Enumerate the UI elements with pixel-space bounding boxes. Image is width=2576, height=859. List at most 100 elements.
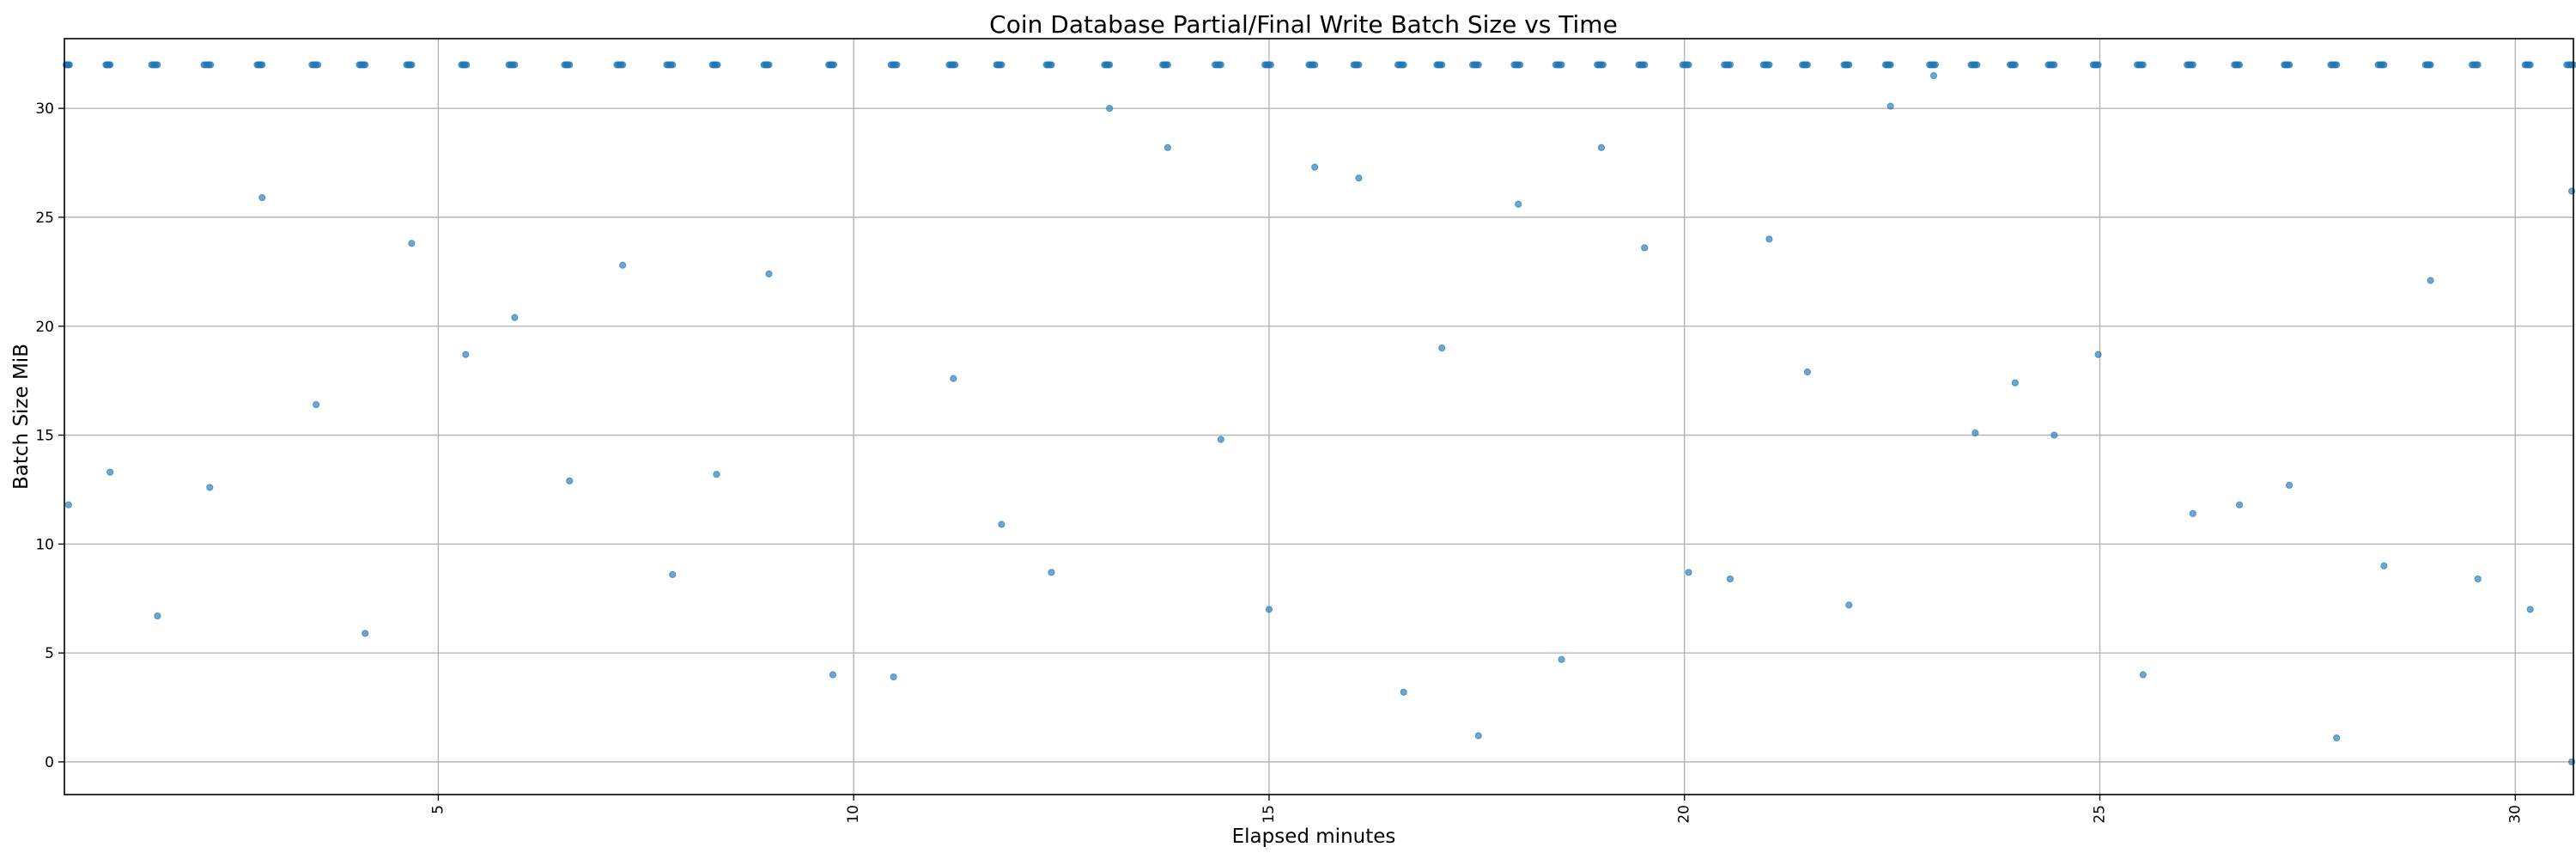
data-point-full xyxy=(951,61,959,69)
data-point-full xyxy=(1765,61,1773,69)
data-point-partial xyxy=(1803,368,1812,376)
data-point-partial xyxy=(1886,102,1894,110)
data-point-partial xyxy=(1726,575,1735,583)
y-tick-label: 20 xyxy=(35,319,54,336)
data-point-full xyxy=(2050,61,2058,69)
data-point-partial xyxy=(206,484,214,491)
data-point-full xyxy=(1641,61,1649,69)
data-point-partial xyxy=(890,673,897,681)
data-point-partial xyxy=(1400,688,1407,696)
data-point-full xyxy=(1163,61,1172,69)
data-point-full xyxy=(1355,61,1363,69)
data-point-partial xyxy=(998,521,1005,528)
y-tick-label: 25 xyxy=(35,210,54,227)
data-point-partial xyxy=(2474,575,2482,583)
data-point-partial xyxy=(1355,174,1363,182)
data-point-full xyxy=(511,61,519,69)
data-point-partial xyxy=(2189,509,2196,517)
data-point-partial xyxy=(511,314,519,321)
data-point-full xyxy=(998,61,1005,69)
x-tick-label: 30 xyxy=(2506,805,2524,824)
data-point-partial xyxy=(2285,481,2293,489)
data-point-full xyxy=(361,61,369,69)
data-point-partial xyxy=(950,375,957,382)
x-axis-label: Elapsed minutes xyxy=(1232,825,1396,848)
data-point-partial xyxy=(1558,655,1565,663)
data-point-full xyxy=(2139,61,2147,69)
data-point-full xyxy=(1886,61,1894,69)
data-point-full xyxy=(1803,61,1812,69)
data-point-partial xyxy=(361,630,369,637)
data-point-partial xyxy=(1971,429,1979,437)
data-point-full xyxy=(65,61,73,69)
data-point-partial xyxy=(829,671,837,679)
data-point-full xyxy=(314,61,322,69)
y-tick-label: 0 xyxy=(45,754,54,771)
data-point-full xyxy=(1048,61,1055,69)
data-point-partial xyxy=(1163,143,1172,151)
data-point-partial xyxy=(2094,350,2102,358)
data-point-full xyxy=(1685,61,1692,69)
data-point-partial xyxy=(1765,235,1773,243)
data-point-partial xyxy=(2050,431,2058,439)
data-point-full xyxy=(714,61,721,69)
data-point-partial xyxy=(2333,734,2341,742)
data-point-partial xyxy=(2427,277,2434,284)
data-point-full xyxy=(1558,61,1565,69)
data-point-partial xyxy=(313,400,320,409)
data-point-full xyxy=(1726,61,1735,69)
data-points xyxy=(62,61,2576,766)
data-point-partial xyxy=(669,570,677,578)
axis-ticks: 5 10 15 20 25 30 0 5 10 15 20 25 30 xyxy=(35,101,2524,823)
data-point-full xyxy=(2380,61,2388,69)
plot-frame xyxy=(64,38,2574,795)
data-point-full xyxy=(1973,61,1981,69)
data-point-full xyxy=(1400,61,1407,69)
grid xyxy=(64,39,2573,795)
x-tick-label: 10 xyxy=(845,805,862,824)
chart-title: Coin Database Partial/Final Write Batch … xyxy=(989,10,1618,39)
data-point-full xyxy=(1217,61,1224,69)
x-tick-label: 5 xyxy=(429,805,447,814)
data-point-partial xyxy=(566,477,574,484)
data-point-partial xyxy=(462,350,470,358)
data-point-full xyxy=(566,61,574,69)
data-point-full xyxy=(258,61,266,69)
data-point-full xyxy=(2526,61,2534,69)
data-point-full xyxy=(893,61,901,69)
data-point-full xyxy=(765,61,773,69)
data-point-full xyxy=(1106,61,1114,69)
data-point-partial xyxy=(1106,105,1114,113)
data-point-partial xyxy=(619,261,627,269)
data-point-partial xyxy=(154,612,161,620)
data-point-partial xyxy=(2380,562,2388,570)
data-point-partial xyxy=(64,501,72,509)
data-point-full xyxy=(1931,61,1940,69)
y-tick-label: 30 xyxy=(35,101,54,118)
data-point-partial xyxy=(2235,501,2244,509)
data-point-partial xyxy=(1845,601,1853,609)
data-point-full xyxy=(669,61,677,69)
data-point-partial xyxy=(1217,436,1224,443)
data-point-partial xyxy=(1597,143,1606,151)
data-point-partial xyxy=(1515,200,1522,208)
data-point-full xyxy=(1267,61,1274,69)
x-tick-label: 20 xyxy=(1676,805,1693,824)
data-point-partial xyxy=(1641,244,1649,252)
data-point-full xyxy=(154,61,161,69)
data-point-partial xyxy=(2139,671,2147,679)
data-point-partial xyxy=(1311,163,1319,171)
data-point-full xyxy=(2189,61,2196,69)
data-point-partial xyxy=(408,240,416,247)
data-point-partial xyxy=(258,194,266,202)
x-tick-label: 15 xyxy=(1261,805,1278,824)
data-point-full xyxy=(829,61,838,69)
data-point-full xyxy=(2427,61,2434,69)
data-point-partial xyxy=(1474,732,1482,740)
data-point-partial xyxy=(1685,569,1692,576)
data-point-full xyxy=(2474,61,2482,69)
data-point-full xyxy=(2011,61,2019,69)
data-point-partial xyxy=(713,471,720,478)
data-point-full xyxy=(2333,61,2341,69)
